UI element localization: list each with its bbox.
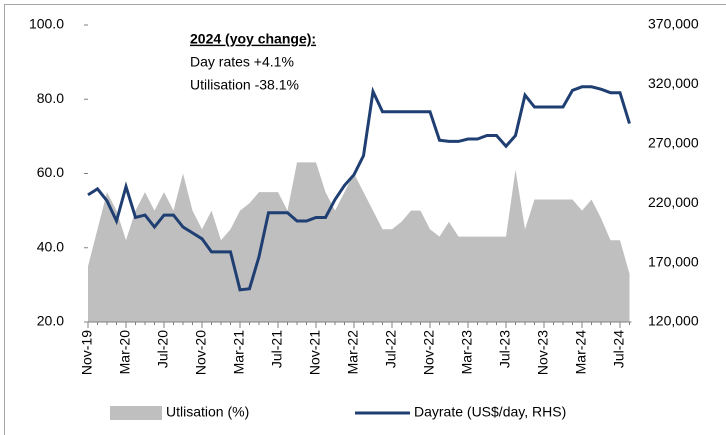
x-tick-label: Jul-22 xyxy=(383,330,399,368)
y2-tick-label: 120,000 xyxy=(648,313,699,329)
x-tick-label: Mar-24 xyxy=(573,330,589,375)
y-tick-label: 60.0 xyxy=(37,164,64,180)
y-tick-label: 40.0 xyxy=(37,238,64,254)
y-tick-label: 80.0 xyxy=(37,90,64,106)
y2-tick-label: 320,000 xyxy=(648,75,699,91)
annotation-heading: 2024 (yoy change): xyxy=(190,31,316,47)
utilisation-area xyxy=(88,162,630,322)
y-tick-label: 20.0 xyxy=(37,313,64,329)
x-tick-label: Nov-20 xyxy=(193,330,209,375)
x-tick-label: Jul-23 xyxy=(497,330,513,368)
y-tick-label: 100.0 xyxy=(29,16,64,32)
annotation-line: Utilisation -38.1% xyxy=(190,77,299,93)
plot: Nov-19 Mar-20 Jul-20 Nov-20 Mar-21 Jul-21 Nov-… xyxy=(29,16,699,420)
y2-tick-label: 170,000 xyxy=(648,253,699,269)
annotation-line: Day rates +4.1% xyxy=(190,54,294,70)
x-tick-label: Nov-22 xyxy=(421,330,437,375)
x-tick-label: Mar-22 xyxy=(345,330,361,375)
y2-tick-label: 270,000 xyxy=(648,135,699,151)
x-tick-label: Jul-21 xyxy=(269,330,285,368)
y2-tick-label: 220,000 xyxy=(648,194,699,210)
x-tick-label: Jul-24 xyxy=(611,330,627,368)
x-tick-label: Nov-19 xyxy=(79,330,95,375)
x-tick-label: Mar-20 xyxy=(117,330,133,375)
x-tick-label: Nov-23 xyxy=(535,330,551,375)
legend-swatch xyxy=(110,406,162,420)
y2-tick-label: 370,000 xyxy=(648,16,699,32)
x-tick-label: Nov-21 xyxy=(307,330,323,375)
legend-label: Dayrate (US$/day, RHS) xyxy=(414,404,566,420)
x-tick-label: Jul-20 xyxy=(155,330,171,368)
x-tick-label: Mar-23 xyxy=(459,330,475,375)
legend-label: Utlisation (%) xyxy=(166,404,249,420)
frame xyxy=(4,4,726,435)
dayrate-line xyxy=(87,85,631,292)
x-tick-label: Mar-21 xyxy=(231,330,247,375)
